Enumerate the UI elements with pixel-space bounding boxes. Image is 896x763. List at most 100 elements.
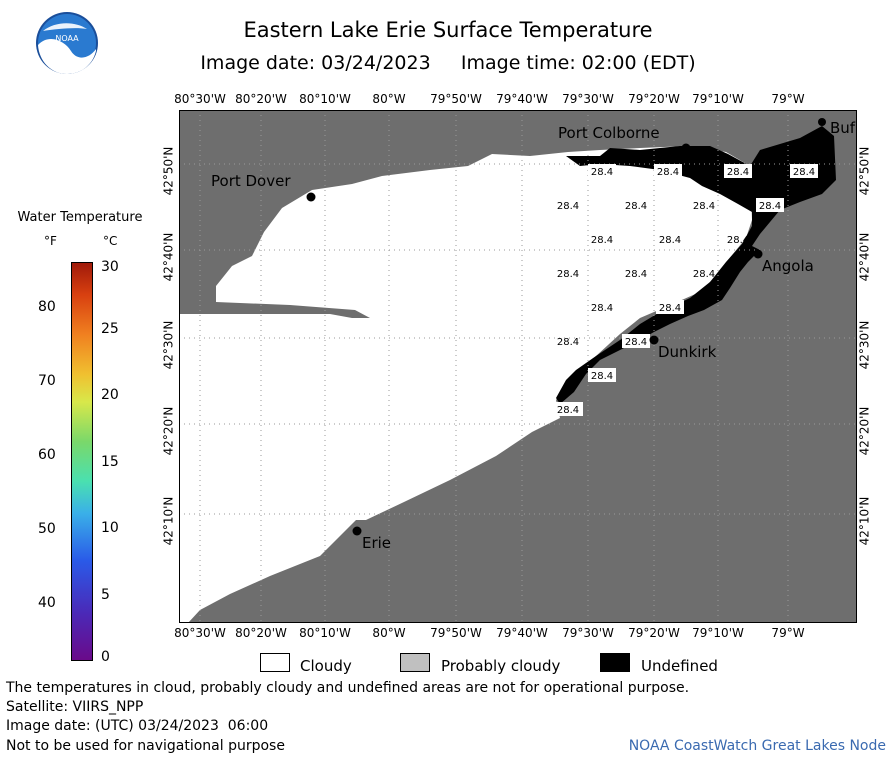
port-colborne-marker xyxy=(681,143,691,153)
lon-label-top: 80°30'W xyxy=(174,92,226,106)
lon-label-top: 79°20'W xyxy=(628,92,680,106)
lon-label-bottom: 79°40'W xyxy=(496,626,548,640)
place-label-port-colborne: Port Colborne xyxy=(558,124,660,142)
legend-title: Water Temperature xyxy=(17,210,143,225)
celsius-tick: 30 xyxy=(101,259,119,275)
temp-label: 28.4 xyxy=(657,167,679,178)
temp-label: 28.4 xyxy=(727,235,749,246)
fahrenheit-tick: 70 xyxy=(38,373,56,389)
port-dover-marker xyxy=(306,192,316,202)
legend-swatch-undefined xyxy=(600,653,630,672)
lon-label-bottom: 79°50'W xyxy=(430,626,482,640)
lon-label-bottom: 80°20'W xyxy=(235,626,287,640)
unit-fahrenheit: °F xyxy=(44,234,57,248)
graticule xyxy=(179,110,857,623)
disclaimer-text: The temperatures in cloud, probably clou… xyxy=(6,680,690,696)
image-time: Image time: 02:00 (EDT) xyxy=(460,52,696,74)
buffalo-marker xyxy=(818,118,826,126)
lon-label-bottom: 80°30'W xyxy=(174,626,226,640)
lat-label-left: 42°10'N xyxy=(161,496,176,546)
lat-label-right: 42°10'N xyxy=(857,496,872,546)
lon-label-bottom: 80°10'W xyxy=(299,626,351,640)
temp-label: 28.4 xyxy=(793,167,815,178)
celsius-tick: 20 xyxy=(101,387,119,403)
place-label-buffalo: Buf xyxy=(830,119,856,137)
lon-label-top: 79°W xyxy=(771,92,805,106)
temp-label: 28.4 xyxy=(693,201,715,212)
temp-label: 28.4 xyxy=(557,337,579,348)
temp-label: 28.4 xyxy=(591,371,613,382)
fahrenheit-tick: 50 xyxy=(38,521,56,537)
lon-label-top: 79°30'W xyxy=(562,92,614,106)
legend-label-cloudy: Cloudy xyxy=(300,657,352,675)
lon-label-top: 79°50'W xyxy=(430,92,482,106)
temp-label: 28.4 xyxy=(591,303,613,314)
legend-swatch-cloudy xyxy=(260,653,290,672)
lake-erie-map: 28.4 28.4 28.4 28.4 28.4 28.4 28.4 28.4 … xyxy=(179,110,857,623)
temp-label: 28.4 xyxy=(557,269,579,280)
lon-label-top: 79°40'W xyxy=(496,92,548,106)
fahrenheit-tick: 40 xyxy=(38,595,56,611)
temp-label: 28.4 xyxy=(625,337,647,348)
credit-text: NOAA CoastWatch Great Lakes Node xyxy=(628,738,886,754)
lon-label-bottom: 79°W xyxy=(771,626,805,640)
lon-label-bottom: 80°W xyxy=(372,626,406,640)
lat-label-left: 42°50'N xyxy=(161,146,176,196)
temp-label: 28.4 xyxy=(557,201,579,212)
noaa-logo-text: NOAA xyxy=(55,34,79,43)
undefined-area-north xyxy=(556,126,836,404)
temp-label: 28.4 xyxy=(759,201,781,212)
legend-label-undefined: Undefined xyxy=(641,657,718,675)
place-label-erie: Erie xyxy=(362,534,391,552)
place-label-angola: Angola xyxy=(762,257,814,275)
temp-label: 28.4 xyxy=(557,405,579,416)
lon-label-top: 79°10'W xyxy=(692,92,744,106)
angola-marker xyxy=(753,249,763,259)
temp-label: 28.4 xyxy=(625,201,647,212)
fahrenheit-tick: 60 xyxy=(38,447,56,463)
satellite-text: Satellite: VIIRS_NPP xyxy=(6,699,144,715)
place-label-port-dover: Port Dover xyxy=(211,172,291,190)
noaa-logo: NOAA xyxy=(36,12,98,74)
temperature-labels: 28.4 28.4 28.4 28.4 28.4 28.4 28.4 28.4 … xyxy=(555,164,818,416)
fahrenheit-tick: 80 xyxy=(38,299,56,315)
lake-cloudy-area xyxy=(179,146,752,623)
temp-label: 28.4 xyxy=(693,269,715,280)
celsius-tick: 25 xyxy=(101,321,119,337)
lat-label-right: 42°30'N xyxy=(857,320,872,370)
legend-label-probably-cloudy: Probably cloudy xyxy=(441,657,561,675)
legend-swatch-probably-cloudy xyxy=(400,653,430,672)
lon-label-top: 80°W xyxy=(372,92,406,106)
lat-label-right: 42°50'N xyxy=(857,146,872,196)
celsius-tick: 5 xyxy=(101,587,110,603)
celsius-tick: 15 xyxy=(101,454,119,470)
map-title: Eastern Lake Erie Surface Temperature xyxy=(243,18,653,42)
unit-celsius: °C xyxy=(103,234,118,248)
temp-label: 28.4 xyxy=(591,167,613,178)
temp-label: 28.4 xyxy=(591,235,613,246)
lat-label-right: 42°20'N xyxy=(857,406,872,456)
celsius-tick: 0 xyxy=(101,649,110,665)
lon-label-bottom: 79°30'W xyxy=(562,626,614,640)
navigation-note: Not to be used for navigational purpose xyxy=(6,738,285,754)
lon-label-top: 80°10'W xyxy=(299,92,351,106)
lat-label-left: 42°20'N xyxy=(161,406,176,456)
lon-label-bottom: 79°20'W xyxy=(628,626,680,640)
place-label-dunkirk: Dunkirk xyxy=(658,343,717,361)
lon-label-top: 80°20'W xyxy=(235,92,287,106)
lat-label-right: 42°40'N xyxy=(857,232,872,282)
temp-label: 28.4 xyxy=(625,269,647,280)
erie-marker xyxy=(352,526,362,536)
lon-label-bottom: 79°10'W xyxy=(692,626,744,640)
temp-label: 28.4 xyxy=(659,235,681,246)
celsius-tick: 10 xyxy=(101,520,119,536)
dunkirk-marker xyxy=(649,335,659,345)
lat-label-left: 42°40'N xyxy=(161,232,176,282)
temperature-colorbar xyxy=(71,262,93,661)
temp-label: 28.4 xyxy=(727,167,749,178)
place-markers: Port Dover Port Colborne Angola Dunkirk … xyxy=(211,118,856,552)
image-date-time: Image date: 03/24/2023 Image time: 02:00… xyxy=(0,52,896,74)
temp-label: 28.4 xyxy=(659,303,681,314)
lat-label-left: 42°30'N xyxy=(161,320,176,370)
image-date: Image date: 03/24/2023 xyxy=(200,52,431,74)
